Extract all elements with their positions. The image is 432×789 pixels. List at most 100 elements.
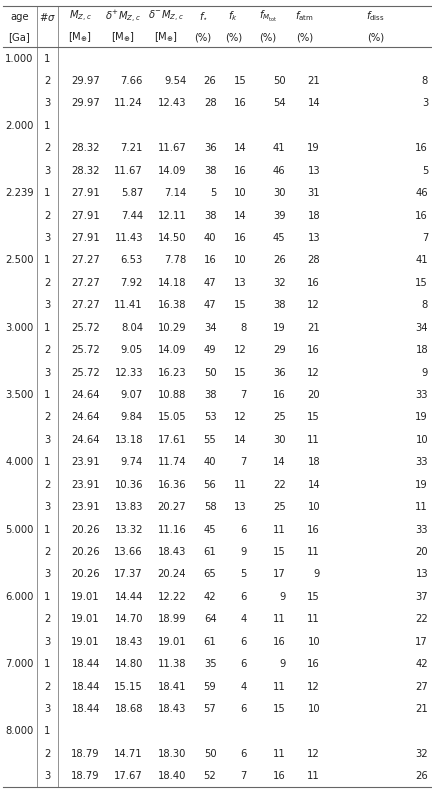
Text: 3: 3 <box>44 166 51 176</box>
Text: 58: 58 <box>204 502 216 512</box>
Text: 14: 14 <box>234 144 247 153</box>
Text: 61: 61 <box>203 547 216 557</box>
Text: 26: 26 <box>415 771 428 781</box>
Text: 25.72: 25.72 <box>71 345 100 355</box>
Text: 7.000: 7.000 <box>5 659 34 669</box>
Text: 7.21: 7.21 <box>121 144 143 153</box>
Text: 11.38: 11.38 <box>158 659 186 669</box>
Text: 45: 45 <box>204 525 216 534</box>
Text: 1: 1 <box>44 54 51 64</box>
Text: 5: 5 <box>422 166 428 176</box>
Text: 20.26: 20.26 <box>71 570 100 579</box>
Text: 7: 7 <box>240 458 247 467</box>
Text: 25.72: 25.72 <box>71 323 100 333</box>
Text: 14.50: 14.50 <box>158 233 186 243</box>
Text: 34: 34 <box>416 323 428 333</box>
Text: 18.79: 18.79 <box>71 771 100 781</box>
Text: 15.05: 15.05 <box>158 413 186 422</box>
Text: 13.32: 13.32 <box>114 525 143 534</box>
Text: 17.67: 17.67 <box>114 771 143 781</box>
Text: 7: 7 <box>240 771 247 781</box>
Text: 2: 2 <box>44 76 51 86</box>
Text: 29.97: 29.97 <box>71 76 100 86</box>
Text: 10.88: 10.88 <box>158 390 186 400</box>
Text: 8: 8 <box>422 301 428 310</box>
Text: 2: 2 <box>44 614 51 624</box>
Text: 31: 31 <box>308 188 320 198</box>
Text: 41: 41 <box>273 144 286 153</box>
Text: $\delta^{+}M_{Z,c}$: $\delta^{+}M_{Z,c}$ <box>105 9 141 24</box>
Text: 5: 5 <box>240 570 247 579</box>
Text: 16: 16 <box>273 771 286 781</box>
Text: 29.97: 29.97 <box>71 99 100 108</box>
Text: 18: 18 <box>308 458 320 467</box>
Text: 16: 16 <box>234 166 247 176</box>
Text: 14.09: 14.09 <box>158 166 186 176</box>
Text: 64: 64 <box>204 614 216 624</box>
Text: 1: 1 <box>44 256 51 265</box>
Text: 19: 19 <box>273 323 286 333</box>
Text: 3.500: 3.500 <box>5 390 34 400</box>
Text: 2.500: 2.500 <box>5 256 34 265</box>
Text: 9.05: 9.05 <box>121 345 143 355</box>
Text: 12.43: 12.43 <box>158 99 186 108</box>
Text: 10.29: 10.29 <box>158 323 186 333</box>
Text: 3: 3 <box>44 771 51 781</box>
Text: $f_{k}$: $f_{k}$ <box>229 9 238 24</box>
Text: 18.40: 18.40 <box>158 771 186 781</box>
Text: 9.54: 9.54 <box>164 76 186 86</box>
Text: 21: 21 <box>307 323 320 333</box>
Text: 16: 16 <box>273 390 286 400</box>
Text: 3: 3 <box>44 301 51 310</box>
Text: 2: 2 <box>44 480 51 490</box>
Text: 11.16: 11.16 <box>157 525 186 534</box>
Text: 6: 6 <box>240 749 247 759</box>
Text: 19.01: 19.01 <box>158 637 186 647</box>
Text: 11.41: 11.41 <box>114 301 143 310</box>
Text: 57: 57 <box>203 704 216 714</box>
Text: 38: 38 <box>204 166 216 176</box>
Text: 6.000: 6.000 <box>5 592 34 602</box>
Text: 11.74: 11.74 <box>158 458 186 467</box>
Text: 3: 3 <box>44 704 51 714</box>
Text: 14.09: 14.09 <box>158 345 186 355</box>
Text: 9.74: 9.74 <box>121 458 143 467</box>
Text: 10: 10 <box>234 256 247 265</box>
Text: 15.15: 15.15 <box>114 682 143 691</box>
Text: 33: 33 <box>416 390 428 400</box>
Text: 14.80: 14.80 <box>114 659 143 669</box>
Text: 18.30: 18.30 <box>158 749 186 759</box>
Text: age: age <box>10 12 29 21</box>
Text: 18.68: 18.68 <box>114 704 143 714</box>
Text: 16.38: 16.38 <box>158 301 186 310</box>
Text: 14.18: 14.18 <box>158 278 186 288</box>
Text: 12: 12 <box>234 345 247 355</box>
Text: 54: 54 <box>273 99 286 108</box>
Text: 14: 14 <box>234 435 247 445</box>
Text: 24.64: 24.64 <box>71 413 100 422</box>
Text: 13: 13 <box>234 502 247 512</box>
Text: 23.91: 23.91 <box>71 458 100 467</box>
Text: 16: 16 <box>234 233 247 243</box>
Text: 32: 32 <box>273 278 286 288</box>
Text: 11: 11 <box>307 614 320 624</box>
Text: 18.44: 18.44 <box>71 682 100 691</box>
Text: 52: 52 <box>203 771 216 781</box>
Text: (%): (%) <box>296 32 313 42</box>
Text: 18.44: 18.44 <box>71 704 100 714</box>
Text: 15: 15 <box>307 413 320 422</box>
Text: 1: 1 <box>44 390 51 400</box>
Text: 1: 1 <box>44 525 51 534</box>
Text: 36: 36 <box>273 368 286 377</box>
Text: 3: 3 <box>44 637 51 647</box>
Text: (%): (%) <box>225 32 242 42</box>
Text: 15: 15 <box>307 592 320 602</box>
Text: 19: 19 <box>307 144 320 153</box>
Text: 6: 6 <box>240 659 247 669</box>
Text: 18.43: 18.43 <box>158 547 186 557</box>
Text: 20.26: 20.26 <box>71 547 100 557</box>
Text: 13: 13 <box>308 166 320 176</box>
Text: 11.67: 11.67 <box>114 166 143 176</box>
Text: 14: 14 <box>308 480 320 490</box>
Text: 14.70: 14.70 <box>114 614 143 624</box>
